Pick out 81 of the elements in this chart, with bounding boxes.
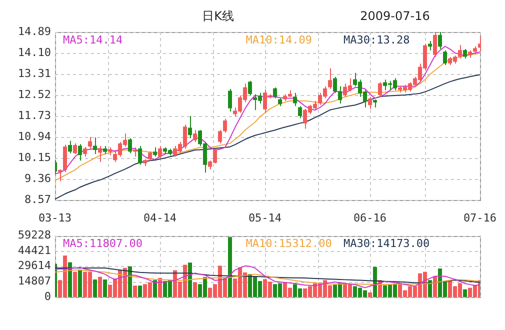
candlestick — [298, 106, 302, 119]
x-tick-label: 05-14 — [248, 211, 282, 224]
y-tick-label: 0 — [44, 290, 51, 303]
bar — [193, 282, 197, 297]
bar — [153, 280, 157, 297]
y-tick-label: 14807 — [18, 274, 51, 288]
bar — [78, 269, 82, 297]
bar — [138, 286, 142, 297]
candlestick — [333, 76, 337, 94]
candlestick — [478, 36, 481, 52]
candlestick — [218, 130, 222, 144]
candlestick — [463, 48, 467, 59]
bar — [368, 292, 372, 297]
y-tick-label: 29614 — [18, 259, 52, 272]
candlestick — [228, 88, 232, 112]
bar — [68, 262, 72, 297]
candlestick — [438, 32, 442, 50]
candlestick — [273, 87, 277, 99]
bar — [433, 276, 437, 297]
candlestick — [443, 50, 447, 66]
candlestick — [83, 146, 87, 158]
text: MA30:13.28 — [344, 33, 410, 46]
bar — [373, 266, 377, 297]
candlestick — [63, 144, 67, 173]
x-tick-label: 07-16 — [463, 211, 497, 224]
candlestick — [88, 136, 92, 150]
candlestick — [378, 82, 382, 98]
candlestick — [433, 32, 437, 58]
candlestick — [58, 168, 62, 182]
series-label: MA5:11807.00 — [63, 236, 142, 250]
candlestick — [133, 146, 137, 158]
candlestick — [78, 144, 82, 162]
y-tick-label: 10.15 — [18, 150, 51, 164]
x-tick-label: 03-13 — [38, 211, 72, 224]
candlestick — [188, 116, 192, 139]
chart-title: 日K线 — [202, 9, 234, 24]
y-tick-label: 8.57 — [24, 192, 51, 206]
candlestick — [428, 40, 432, 51]
y-tick-label: 11.73 — [18, 108, 51, 122]
candlestick — [148, 150, 152, 162]
candlestick — [338, 86, 342, 104]
chart-subtitle: 2009-07-16 — [360, 9, 430, 24]
text: MA10:15312.00 — [246, 236, 332, 250]
candlestick — [193, 130, 197, 143]
bar — [98, 276, 102, 297]
candlestick — [248, 80, 252, 96]
bar — [128, 266, 132, 297]
bar — [188, 262, 192, 297]
bar — [428, 280, 432, 297]
text: MA5:14.14 — [63, 33, 123, 46]
candlestick — [458, 44, 462, 59]
x-tick-label: 06-16 — [353, 211, 387, 224]
candlestick — [128, 138, 132, 154]
candlestick — [98, 146, 102, 162]
candlestick — [328, 68, 332, 90]
y-tick-label: 14.10 — [18, 46, 51, 59]
candlestick — [68, 140, 72, 154]
bar — [73, 272, 77, 297]
bar — [228, 237, 232, 297]
y-tick-label: 44421 — [18, 244, 51, 257]
bar — [463, 289, 467, 297]
candlestick — [368, 96, 372, 110]
y-tick-label: 14.89 — [18, 24, 51, 38]
candlestick — [223, 118, 227, 134]
y-tick-label: 59228 — [18, 228, 51, 242]
candlestick — [93, 137, 97, 155]
y-tick-label: 13.31 — [18, 66, 51, 80]
y-tick-label: 10.94 — [18, 130, 52, 143]
bar — [93, 279, 97, 297]
candlestick — [293, 92, 297, 107]
bar — [103, 279, 107, 297]
text: MA30:14173.00 — [344, 236, 430, 250]
bar — [133, 286, 137, 297]
candlestick — [153, 146, 157, 158]
x-tick-label: 04-14 — [143, 211, 177, 224]
candlestick — [158, 146, 162, 158]
candlestick — [73, 142, 77, 155]
y-tick-label: 12.52 — [18, 88, 51, 101]
y-tick-label: 9.36 — [24, 172, 51, 185]
candlestick — [138, 146, 142, 166]
text: MA10:14.09 — [246, 33, 312, 46]
